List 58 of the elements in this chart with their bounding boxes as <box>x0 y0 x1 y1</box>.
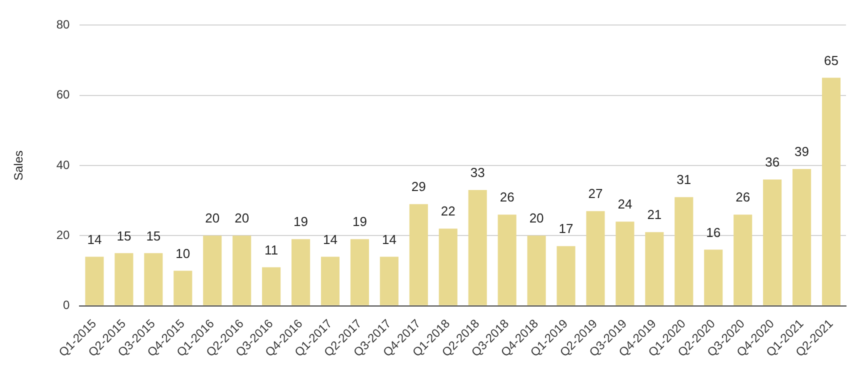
bar <box>734 214 752 306</box>
data-label: 29 <box>411 179 426 194</box>
bar <box>763 180 782 306</box>
data-label: 16 <box>706 224 721 240</box>
bar <box>645 232 664 306</box>
bar <box>586 211 605 306</box>
bar <box>409 204 428 306</box>
data-label: 20 <box>205 210 220 226</box>
data-label: 15 <box>116 228 132 244</box>
data-label: 36 <box>765 154 780 170</box>
bar <box>527 236 546 306</box>
bar <box>232 236 252 306</box>
bar <box>822 78 841 306</box>
bar <box>438 228 458 306</box>
bar <box>174 270 192 306</box>
y-axis-title: Sales <box>12 150 26 181</box>
data-label: 15 <box>146 228 161 244</box>
bar <box>556 246 576 306</box>
data-label: 39 <box>794 144 810 160</box>
bar <box>380 256 398 306</box>
y-tick-label: 60 <box>56 88 70 102</box>
y-tick-label: 0 <box>63 298 70 312</box>
bar <box>704 250 723 306</box>
data-label: 19 <box>352 214 367 230</box>
data-label: 65 <box>824 52 838 68</box>
bar <box>85 256 104 306</box>
data-label: 17 <box>558 221 574 236</box>
data-label: 22 <box>440 204 456 219</box>
bar <box>320 256 340 306</box>
data-label: 20 <box>529 210 544 226</box>
data-label: 11 <box>264 242 278 258</box>
data-label: 20 <box>234 210 250 226</box>
bar <box>674 197 694 306</box>
data-label: 33 <box>470 165 485 180</box>
data-label: 14 <box>87 232 102 247</box>
y-tick-label: 80 <box>56 18 70 32</box>
data-label: 10 <box>176 246 190 261</box>
bar <box>350 239 370 306</box>
bar <box>616 222 634 306</box>
data-label: 24 <box>618 196 632 212</box>
data-label: 26 <box>736 190 750 205</box>
bar <box>498 214 516 306</box>
y-tick-label: 40 <box>56 158 70 172</box>
y-tick-label: 20 <box>56 228 70 242</box>
bar <box>262 267 281 306</box>
data-label: 27 <box>588 186 603 202</box>
bar <box>114 253 134 306</box>
data-label: 26 <box>500 190 514 205</box>
data-label: 14 <box>323 232 338 247</box>
data-label: 21 <box>647 207 662 222</box>
data-label: 14 <box>382 232 396 247</box>
bar <box>144 253 163 306</box>
bar <box>468 190 487 306</box>
data-label: 31 <box>676 172 692 188</box>
data-label: 19 <box>294 214 308 230</box>
bar <box>292 239 310 306</box>
bar <box>203 236 222 306</box>
bar <box>792 169 812 306</box>
